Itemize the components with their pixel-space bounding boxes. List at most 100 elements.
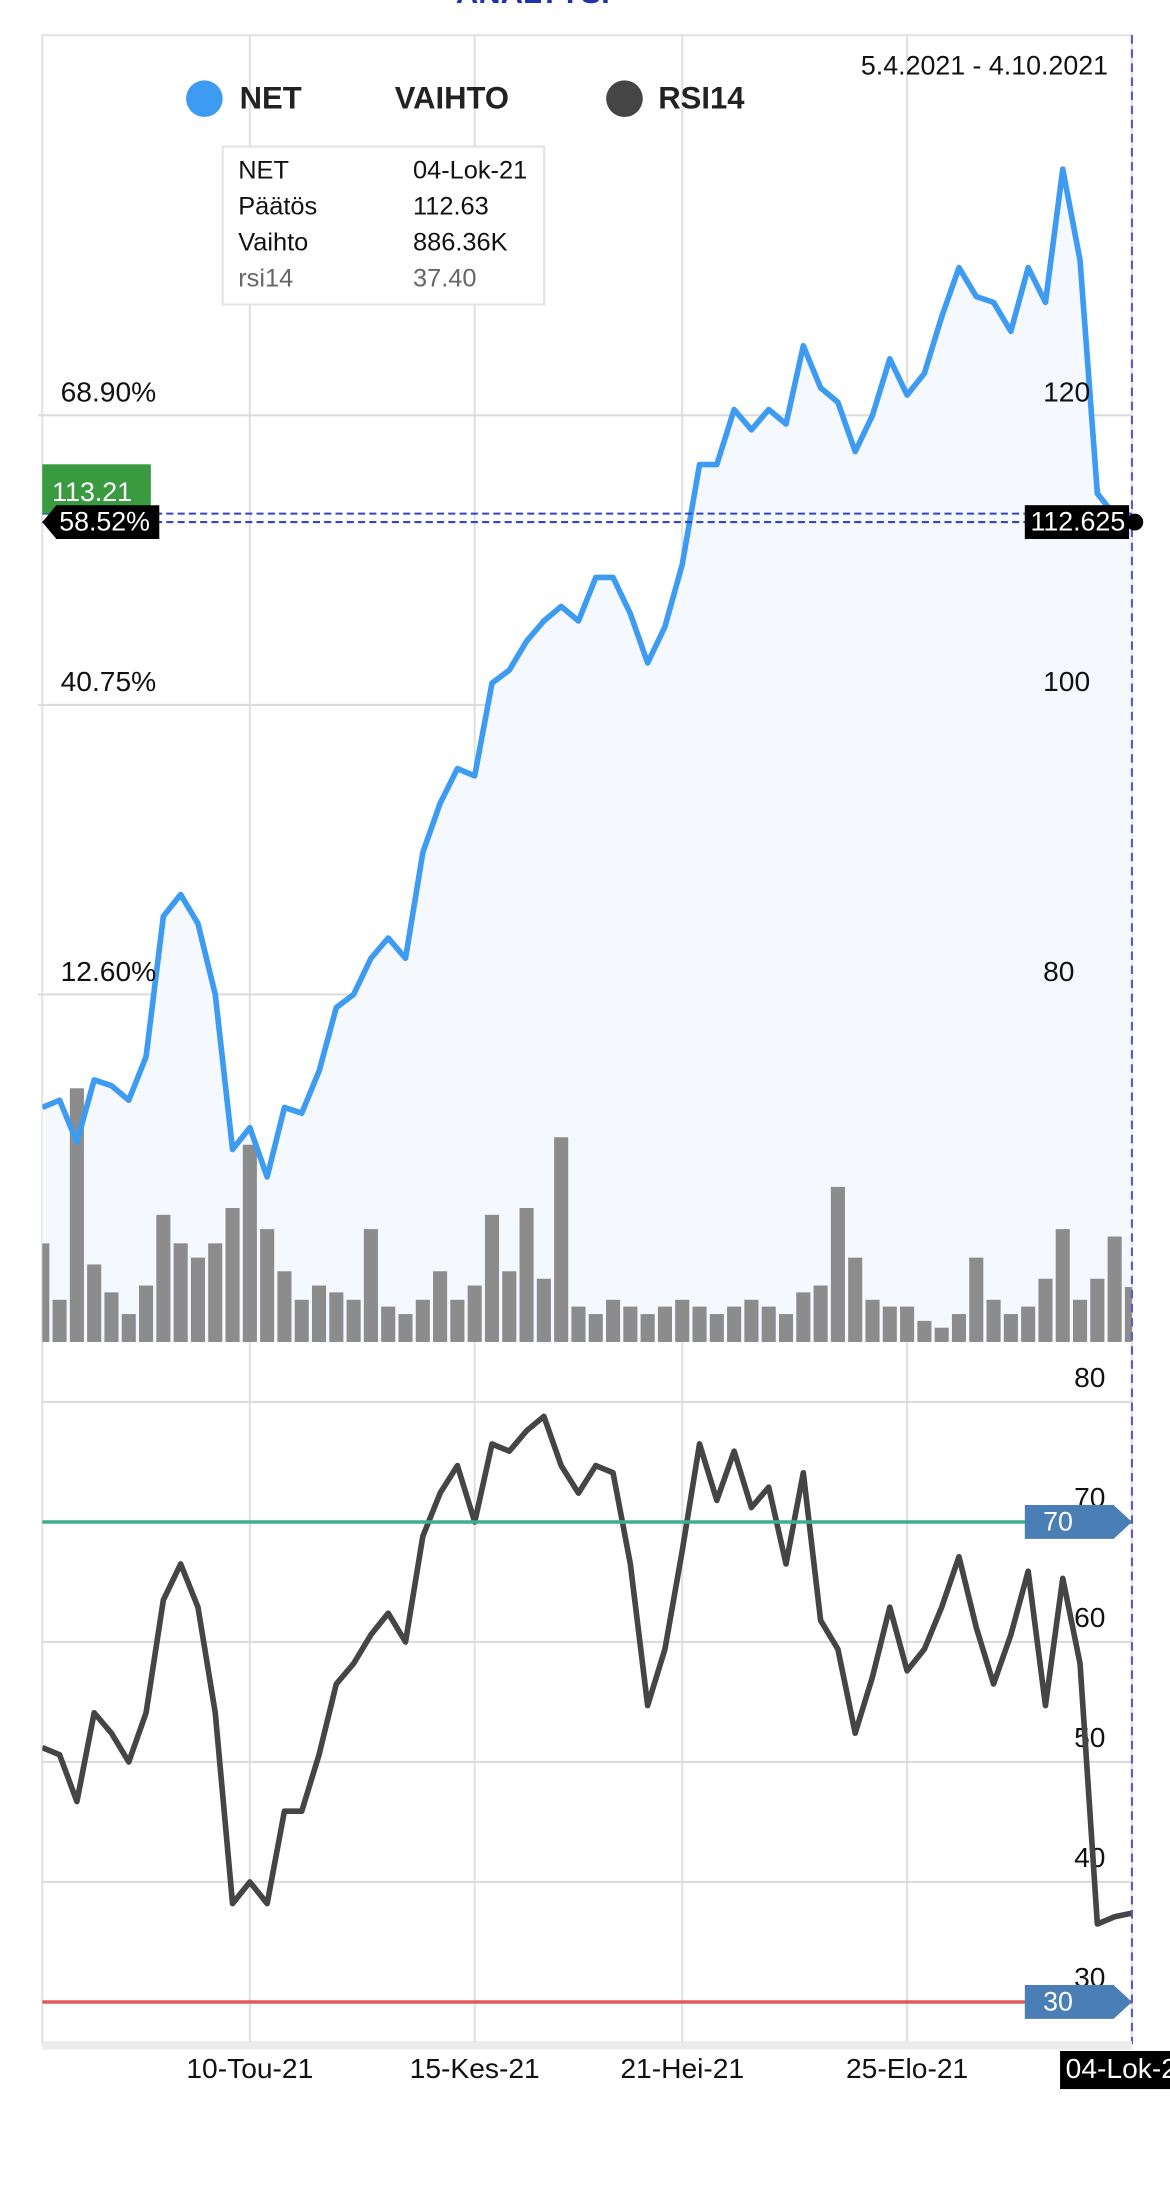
volume-bar — [225, 1207, 240, 1342]
volume-bar — [346, 1299, 361, 1342]
volume-bar — [865, 1299, 880, 1342]
tooltip-box — [221, 145, 546, 306]
volume-bar — [796, 1292, 811, 1342]
x-tick-label: 15-Kes-21 — [410, 2052, 540, 2084]
prev-close-label: 113.21 — [52, 477, 132, 507]
volume-bar — [484, 1214, 500, 1342]
volume-bar — [640, 1314, 655, 1342]
volume-bar — [1055, 1229, 1070, 1342]
volume-bar — [139, 1285, 154, 1342]
volume-bar — [502, 1271, 517, 1342]
y-tick-label: 80 — [1043, 955, 1074, 987]
y-tick-label: 120 — [1043, 376, 1090, 408]
x-tick-label: 10-Tou-21 — [186, 2052, 313, 2084]
tooltip-key: Vaihto — [238, 229, 308, 257]
rsi-level-box — [1024, 1505, 1132, 1539]
tooltip-key: Päätös — [238, 193, 317, 221]
volume-bar — [519, 1207, 534, 1342]
volume-bar — [42, 1243, 50, 1342]
volume-bar — [917, 1320, 932, 1342]
line-layer — [42, 166, 1132, 1927]
volume-bar — [951, 1314, 967, 1342]
legend-label: NET — [240, 80, 302, 115]
rsi-level-label: 30 — [1043, 1986, 1073, 2016]
volume-bar — [692, 1306, 707, 1342]
y2-tick-label: 68.90% — [61, 376, 157, 408]
tooltip-key: NET — [238, 157, 289, 185]
volume-bar — [657, 1306, 672, 1342]
volume-bar — [709, 1314, 724, 1342]
volume-bar — [190, 1257, 206, 1342]
rsi-tick-label: 80 — [1074, 1361, 1105, 1393]
legend-dot — [186, 80, 223, 117]
tooltip-value: 04-Lok-21 — [413, 157, 527, 185]
x-tick-label: 21-Hei-21 — [620, 2052, 744, 2084]
volume-bar — [848, 1257, 863, 1342]
volume-bar — [778, 1314, 794, 1342]
last-price-box — [1024, 505, 1130, 540]
volume-bar — [588, 1314, 603, 1342]
x-axis-band — [42, 2041, 1132, 2050]
volume-bar — [1073, 1299, 1088, 1342]
volume-bar — [104, 1292, 119, 1342]
rsi-level-box — [1024, 1985, 1132, 2019]
volume-bar — [69, 1088, 84, 1342]
legend-dot — [606, 80, 643, 117]
tooltip-key: rsi14 — [238, 265, 293, 293]
volume-bar — [381, 1306, 396, 1342]
legend-label: RSI14 — [658, 80, 745, 115]
volume-bar — [260, 1229, 275, 1342]
volume-bar — [329, 1292, 344, 1342]
volume-bar — [450, 1299, 465, 1342]
y2-tick-label: 12.60% — [61, 955, 157, 987]
legend-label: VAIHTO — [395, 80, 509, 115]
volume-bar — [1038, 1278, 1053, 1342]
date-range: 5.4.2021 - 4.10.2021 — [861, 51, 1108, 81]
volume-bar — [277, 1271, 292, 1342]
volume-bar — [1124, 1286, 1132, 1342]
volume-bar — [1090, 1278, 1105, 1342]
volume-bar — [1021, 1306, 1036, 1342]
price-line — [42, 166, 1132, 1180]
volume-bar — [761, 1306, 776, 1342]
volume-bar — [969, 1257, 984, 1342]
x-tick-label: 25-Elo-21 — [846, 2052, 968, 2084]
volume-bar — [363, 1229, 378, 1342]
volume-bar — [173, 1243, 188, 1342]
last-price-dot — [1126, 513, 1144, 531]
volume-bar — [934, 1327, 949, 1342]
x-label-box — [1060, 2051, 1170, 2090]
volume-bar — [156, 1214, 171, 1342]
rsi-line — [42, 1413, 1132, 1927]
volume-bar — [415, 1299, 430, 1342]
volume-bar — [571, 1306, 586, 1342]
volume-bar — [606, 1299, 621, 1342]
last-price-label: 112.625 — [1030, 507, 1125, 537]
volume-bar — [900, 1306, 915, 1342]
overlay-layer: 10-Tou-21 15-Kes-21 21-Hei-21 25-Elo-21 04-L… — [42, 35, 1170, 2090]
volume-bar — [87, 1264, 102, 1342]
volume-bar — [986, 1299, 1001, 1342]
volume-bar — [675, 1299, 690, 1342]
area-layer — [42, 169, 1132, 1342]
volume-bar — [294, 1299, 309, 1342]
x-tick-label: 04-Lok-21 — [1066, 2052, 1170, 2084]
volume-layer — [42, 1088, 1132, 1342]
volume-bar — [1003, 1314, 1018, 1342]
volume-bar — [830, 1186, 845, 1342]
last-pct-label: 58.52% — [59, 507, 150, 537]
volume-bar — [398, 1314, 413, 1342]
price-area — [42, 169, 1132, 1342]
tooltip-value: 886.36K — [413, 229, 508, 257]
volume-bar — [882, 1306, 897, 1342]
volume-bar — [311, 1285, 327, 1342]
volume-bar — [121, 1314, 136, 1342]
volume-bar — [727, 1306, 742, 1342]
volume-bar — [1107, 1236, 1122, 1342]
y2-tick-label: 40.75% — [61, 665, 157, 697]
volume-bar — [208, 1243, 223, 1342]
volume-bar — [467, 1285, 482, 1342]
